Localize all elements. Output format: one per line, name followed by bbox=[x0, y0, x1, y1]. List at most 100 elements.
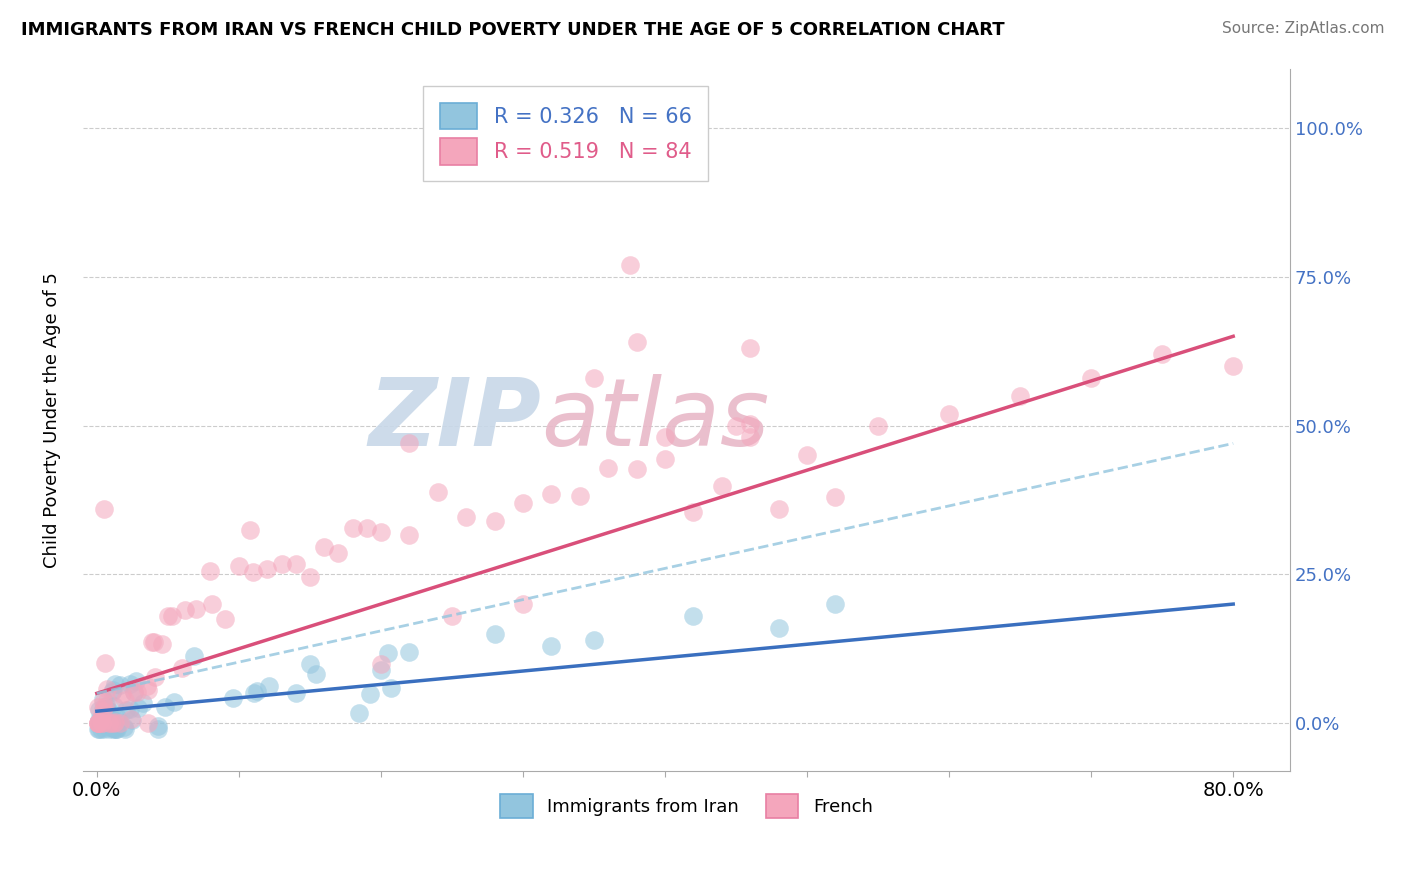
Point bbox=[768, 501, 790, 516]
Point bbox=[101, 685, 124, 699]
Point bbox=[200, 564, 222, 578]
Point bbox=[380, 681, 402, 696]
Point bbox=[101, 713, 124, 727]
Point bbox=[370, 657, 392, 671]
Point bbox=[868, 418, 890, 433]
Point bbox=[142, 635, 165, 649]
Point bbox=[87, 699, 110, 714]
Point bbox=[270, 557, 292, 571]
Point bbox=[118, 677, 141, 691]
Point bbox=[114, 692, 136, 706]
Point bbox=[1152, 347, 1174, 361]
Point bbox=[98, 716, 121, 731]
Point bbox=[426, 484, 449, 499]
Point bbox=[370, 663, 392, 677]
Point bbox=[256, 562, 278, 576]
Legend: Immigrants from Iran, French: Immigrants from Iran, French bbox=[494, 788, 880, 825]
Point bbox=[104, 722, 127, 736]
Point bbox=[740, 341, 762, 355]
Point bbox=[626, 462, 648, 476]
Point bbox=[654, 430, 676, 444]
Point bbox=[103, 699, 125, 714]
Point bbox=[97, 722, 120, 736]
Point bbox=[228, 558, 250, 573]
Point bbox=[91, 704, 114, 718]
Point bbox=[138, 683, 160, 698]
Point bbox=[90, 711, 112, 725]
Point bbox=[540, 639, 562, 653]
Point bbox=[186, 601, 208, 615]
Point bbox=[118, 702, 141, 716]
Point bbox=[654, 452, 676, 467]
Point bbox=[93, 700, 115, 714]
Point bbox=[370, 524, 392, 539]
Point bbox=[160, 608, 183, 623]
Point bbox=[91, 702, 114, 716]
Point bbox=[87, 716, 110, 731]
Point bbox=[143, 671, 166, 685]
Point bbox=[94, 709, 117, 723]
Point bbox=[124, 674, 146, 689]
Point bbox=[87, 703, 110, 717]
Point bbox=[284, 686, 307, 700]
Point bbox=[398, 436, 420, 450]
Point bbox=[148, 722, 170, 736]
Point bbox=[127, 701, 149, 715]
Point bbox=[440, 609, 463, 624]
Point bbox=[172, 661, 194, 675]
Point bbox=[257, 680, 280, 694]
Point bbox=[91, 696, 114, 710]
Point bbox=[342, 521, 364, 535]
Point bbox=[101, 721, 124, 735]
Point bbox=[1010, 389, 1032, 403]
Point bbox=[108, 716, 131, 731]
Point bbox=[377, 646, 399, 660]
Point bbox=[94, 698, 117, 713]
Point bbox=[103, 677, 125, 691]
Point bbox=[91, 716, 114, 731]
Point bbox=[349, 706, 371, 720]
Point bbox=[162, 695, 184, 709]
Point bbox=[103, 683, 125, 698]
Point bbox=[93, 722, 115, 736]
Point bbox=[540, 486, 562, 500]
Point bbox=[97, 714, 120, 729]
Point bbox=[135, 679, 157, 693]
Point bbox=[97, 704, 120, 718]
Point bbox=[91, 692, 114, 706]
Point bbox=[146, 719, 169, 733]
Point bbox=[125, 685, 148, 699]
Point bbox=[112, 720, 135, 734]
Text: ZIP: ZIP bbox=[368, 374, 541, 466]
Point bbox=[242, 566, 264, 580]
Point bbox=[682, 505, 704, 519]
Point bbox=[94, 656, 117, 670]
Point bbox=[115, 703, 138, 717]
Point bbox=[155, 700, 177, 714]
Text: atlas: atlas bbox=[541, 374, 769, 465]
Point bbox=[96, 702, 118, 716]
Point bbox=[512, 597, 534, 611]
Point bbox=[100, 716, 122, 731]
Point bbox=[174, 603, 197, 617]
Point bbox=[824, 490, 846, 504]
Point bbox=[156, 609, 179, 624]
Point bbox=[138, 716, 160, 731]
Point bbox=[94, 702, 117, 716]
Point bbox=[619, 258, 641, 272]
Point bbox=[740, 417, 762, 432]
Point bbox=[768, 621, 790, 635]
Point bbox=[96, 694, 118, 708]
Point bbox=[582, 632, 605, 647]
Point bbox=[356, 520, 378, 534]
Point bbox=[150, 637, 173, 651]
Point bbox=[97, 706, 120, 720]
Point bbox=[120, 712, 142, 726]
Point bbox=[796, 448, 818, 462]
Point bbox=[111, 687, 134, 701]
Point bbox=[93, 501, 115, 516]
Point bbox=[598, 460, 620, 475]
Point bbox=[568, 489, 591, 503]
Point bbox=[239, 523, 262, 537]
Point bbox=[141, 635, 163, 649]
